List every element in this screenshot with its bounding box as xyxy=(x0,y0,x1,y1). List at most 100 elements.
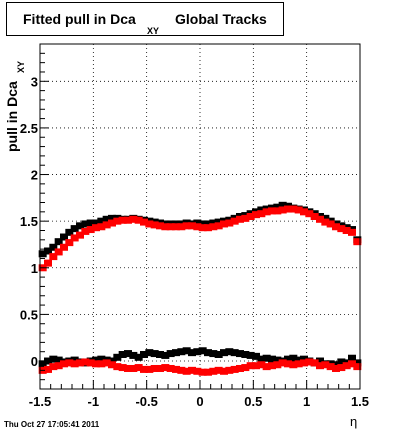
data-point-series-2 xyxy=(337,358,346,366)
data-point-series-3 xyxy=(273,361,282,369)
data-point-series-1 xyxy=(337,225,346,233)
data-point-series-0 xyxy=(257,206,266,214)
data-point-series-1 xyxy=(230,217,239,225)
data-point-series-1 xyxy=(252,211,260,219)
data-point-series-3 xyxy=(150,364,159,372)
data-point-series-3 xyxy=(92,360,100,368)
y-tick-label: 2.5 xyxy=(20,121,38,136)
data-point-series-2 xyxy=(204,349,212,357)
data-point-series-1 xyxy=(342,226,351,234)
data-point-series-3 xyxy=(177,366,186,374)
data-point-series-1 xyxy=(118,216,127,224)
data-point-series-1 xyxy=(214,222,223,230)
data-point-series-3 xyxy=(289,361,298,369)
data-point-series-1 xyxy=(102,221,111,229)
data-point-series-2 xyxy=(353,359,362,367)
data-point-series-2 xyxy=(54,356,63,364)
data-point-series-1 xyxy=(300,208,308,216)
data-point-series-1 xyxy=(81,227,90,235)
data-point-series-3 xyxy=(294,360,303,368)
y-tick-label: 1 xyxy=(31,261,38,276)
data-point-series-2 xyxy=(198,347,207,355)
data-point-series-1 xyxy=(236,215,244,223)
data-point-series-2 xyxy=(289,354,298,362)
data-point-series-2 xyxy=(236,350,244,358)
data-point-series-3 xyxy=(49,363,58,371)
data-point-series-3 xyxy=(353,363,362,371)
data-point-series-1 xyxy=(241,214,250,222)
data-point-series-3 xyxy=(310,359,319,367)
data-point-series-2 xyxy=(188,349,196,357)
data-point-series-3 xyxy=(166,364,175,372)
data-point-series-2 xyxy=(70,356,79,364)
data-point-series-3 xyxy=(316,362,324,370)
data-point-series-0 xyxy=(49,243,58,251)
data-point-series-3 xyxy=(198,368,207,376)
data-point-series-0 xyxy=(92,219,100,227)
data-point-series-3 xyxy=(278,359,287,367)
data-point-series-3 xyxy=(129,364,138,372)
data-point-series-1 xyxy=(92,224,100,232)
data-point-series-0 xyxy=(209,219,218,227)
data-point-series-1 xyxy=(65,239,74,247)
data-point-series-3 xyxy=(76,359,84,367)
data-point-series-3 xyxy=(81,358,90,366)
data-point-series-3 xyxy=(321,361,330,369)
data-point-series-1 xyxy=(284,205,292,213)
data-point-series-2 xyxy=(113,353,122,361)
y-axis-label: pull in Dca xyxy=(4,81,20,152)
x-tick-label: 0 xyxy=(196,394,203,409)
data-point-series-3 xyxy=(209,367,218,375)
data-point-series-1 xyxy=(161,223,170,231)
data-point-series-3 xyxy=(113,363,122,371)
data-point-series-2 xyxy=(118,351,127,358)
x-tick-label: -1.5 xyxy=(29,394,51,409)
data-point-series-2 xyxy=(129,351,138,359)
y-tick-label: 1.5 xyxy=(20,214,38,229)
data-point-series-2 xyxy=(172,349,180,357)
y-tick-label: 0 xyxy=(31,354,38,369)
data-point-series-3 xyxy=(332,364,340,372)
data-point-series-3 xyxy=(246,362,255,370)
data-point-series-1 xyxy=(193,223,202,231)
data-point-series-2 xyxy=(252,352,260,360)
data-point-series-1 xyxy=(246,213,255,220)
data-point-series-0 xyxy=(102,215,111,223)
data-point-series-2 xyxy=(300,355,308,363)
timestamp: Thu Oct 27 17:05:41 2011 xyxy=(4,420,100,429)
data-point-series-3 xyxy=(225,366,234,374)
data-point-series-0 xyxy=(193,219,202,227)
data-point-series-3 xyxy=(220,367,228,375)
data-point-series-0 xyxy=(198,220,207,228)
data-point-series-3 xyxy=(214,366,223,374)
data-point-series-1 xyxy=(332,223,340,231)
data-point-series-2 xyxy=(241,351,250,358)
data-point-series-2 xyxy=(257,355,266,363)
data-point-series-0 xyxy=(60,233,68,241)
data-point-series-3 xyxy=(342,362,351,370)
data-point-series-3 xyxy=(326,363,335,371)
data-point-series-0 xyxy=(38,250,47,258)
data-point-series-2 xyxy=(332,361,340,369)
data-point-series-0 xyxy=(273,203,282,211)
data-point-series-3 xyxy=(252,362,260,370)
x-axis-label: η xyxy=(350,414,358,429)
data-point-series-0 xyxy=(65,228,74,236)
data-point-series-3 xyxy=(118,364,127,372)
data-point-series-2 xyxy=(108,357,116,365)
data-point-series-1 xyxy=(182,222,191,230)
y-tick-label: 3 xyxy=(31,74,38,89)
data-point-series-1 xyxy=(86,226,95,234)
data-point-series-1 xyxy=(172,223,180,231)
data-point-series-2 xyxy=(246,351,255,359)
data-point-series-1 xyxy=(326,220,335,228)
data-point-series-1 xyxy=(54,248,63,256)
data-point-series-2 xyxy=(161,351,170,359)
data-point-series-3 xyxy=(300,359,308,367)
data-point-series-2 xyxy=(182,347,191,355)
data-point-series-1 xyxy=(257,210,266,218)
data-point-series-0 xyxy=(278,201,287,209)
data-point-series-0 xyxy=(76,222,84,230)
data-point-series-3 xyxy=(172,365,180,373)
